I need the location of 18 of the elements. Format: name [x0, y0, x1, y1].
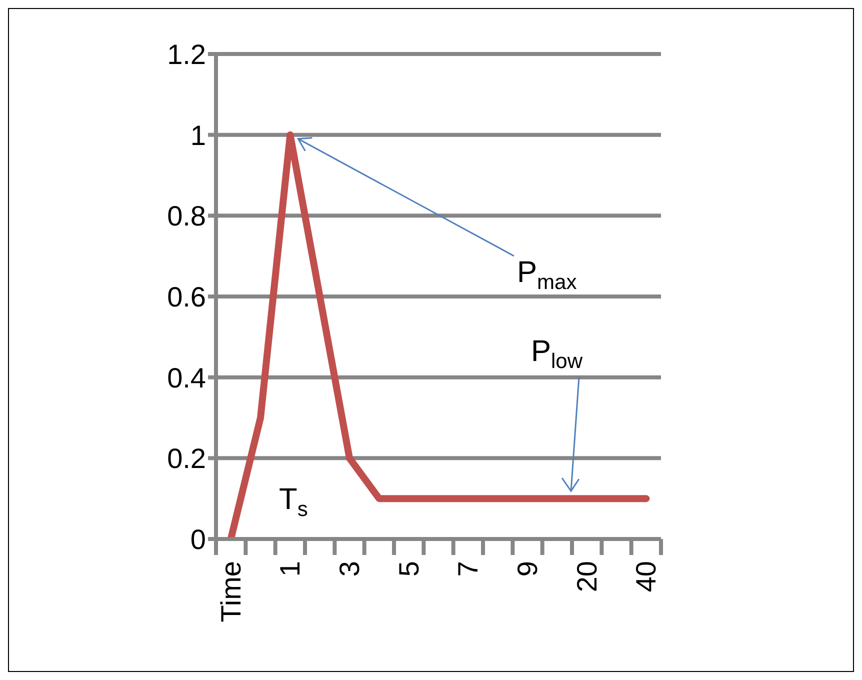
x-tick-label: 20: [571, 561, 602, 592]
y-tick-label: 0.8: [167, 200, 206, 232]
x-tick-label: 9: [512, 561, 543, 577]
x-tick-label: 40: [630, 561, 662, 592]
x-tick-label: 7: [452, 561, 484, 577]
y-tick-label: 0.4: [167, 362, 206, 394]
x-tick-label: 5: [393, 561, 424, 577]
y-tick-label: 1.2: [167, 38, 206, 70]
x-tick-label: 3: [334, 561, 365, 577]
annotation: P$_{max}$: [517, 256, 578, 294]
y-tick-label: 1: [190, 120, 206, 151]
annotation: T$_{s}$: [279, 483, 308, 522]
y-tick-label: 0.2: [167, 443, 206, 474]
annotation: P$_{low}$: [531, 335, 584, 374]
x-tick-label: Time: [215, 561, 246, 622]
y-tick-label: 0: [190, 524, 206, 555]
x-tick-label: 1: [274, 561, 306, 577]
y-tick-label: 0.6: [167, 281, 206, 312]
